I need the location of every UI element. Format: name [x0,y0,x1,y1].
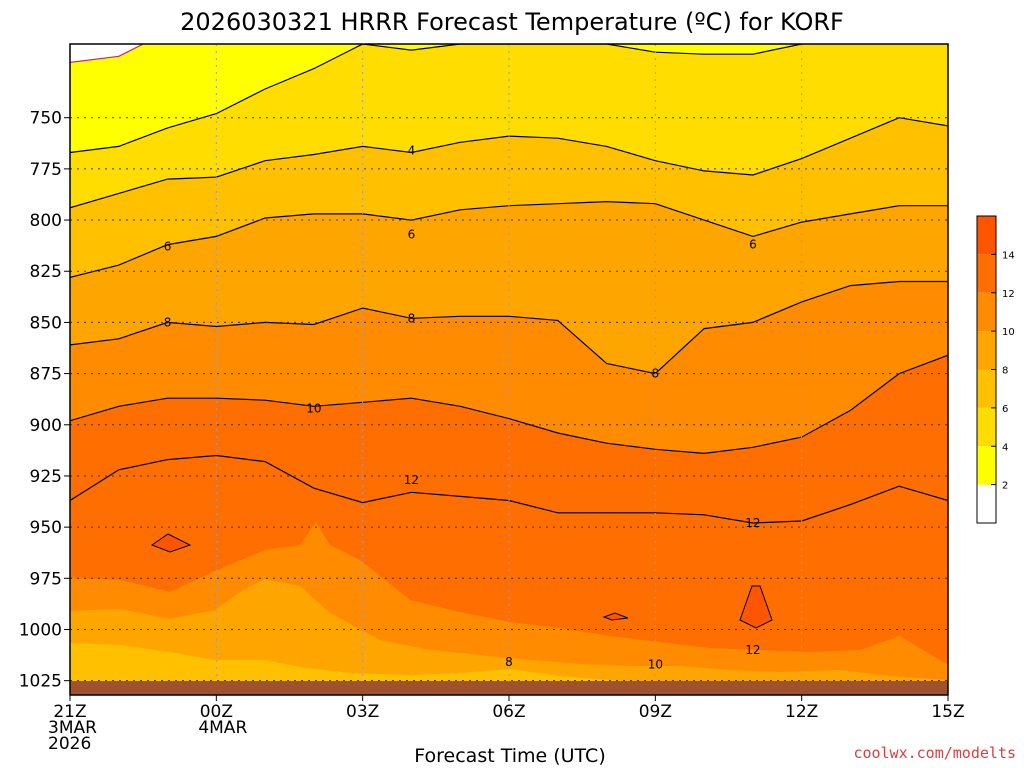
y-tick-label: 850 [30,313,62,333]
x-tick-label: 00Z [200,702,233,722]
contour-label: 10 [306,401,321,415]
x-tick-label: 2026 [48,734,91,754]
colorbar-label: 12 [1002,289,1015,300]
isotherm-4 [70,44,802,154]
y-tick-label: 1000 [19,620,62,640]
colorbar-swatch [977,292,996,332]
contour-label: 12 [745,643,760,657]
x-tick-label: 21Z [53,702,86,722]
y-tick-label: 1025 [19,672,62,692]
colorbar-swatch [977,407,996,447]
colorbar-label: 2 [1002,481,1008,492]
y-tick-label: 750 [30,109,62,129]
contour-label: 6 [749,238,757,252]
colorbar-swatch [977,254,996,293]
y-tick-label: 925 [30,467,62,487]
warm-pocket-1 [150,533,192,553]
contour-label: 8 [408,311,416,325]
band-below-2 [70,44,144,63]
isotherm-2 [70,44,144,63]
warm-pocket-3 [602,612,629,621]
colorbar-swatch [977,484,996,523]
y-tick-label: 975 [30,569,62,589]
y-tick-label: 775 [30,160,62,180]
contour-label: 6 [408,227,416,241]
colorbar-label: 10 [1002,327,1015,338]
band-below-6 [70,44,948,208]
colorbar-swatch [977,331,996,370]
x-tick-label: 3MAR [48,718,97,738]
colorbar-legend: 2 4 6 8 10 12 14 [976,215,1015,524]
contour-label: 8 [652,367,660,381]
contour-label: 8 [505,655,513,669]
y-tick-label: 875 [30,365,62,385]
isotherm-10 [70,280,948,375]
x-tick-label: 12Z [785,702,818,722]
colorbar-swatch [977,446,996,485]
x-tick-label: 4MAR [198,718,247,738]
x-tick-label: 06Z [492,702,525,722]
x-tick-label: 09Z [639,702,672,722]
y-tick-label: 950 [30,518,62,538]
contour-label: 10 [648,657,663,671]
contour-label: 12 [745,516,760,530]
x-axis-label: Forecast Time (UTC) [414,745,605,767]
contour-label: 12 [404,473,419,487]
y-tick-label: 800 [30,211,62,231]
contour-label: 4 [408,143,416,157]
colorbar-label: 4 [1002,442,1008,453]
ground-terrain [70,681,948,695]
site-credit[interactable]: coolwx.com/modelts [853,744,1016,762]
band-below-4 [70,44,802,153]
contour-label: 8 [164,315,172,329]
x-tick-label: 03Z [346,702,379,722]
chart-title: 2026030321 HRRR Forecast Temperature (ºC… [180,8,844,36]
colorbar-label: 8 [1002,366,1008,377]
y-tick-label: 825 [30,262,62,282]
colorbar-label: 14 [1002,250,1015,261]
warm-pocket-2 [739,585,773,629]
y-tick-label: 900 [30,416,62,436]
colorbar-swatch [977,216,996,255]
colorbar-swatch [977,369,996,408]
colorbar-label: 6 [1002,404,1008,415]
contour-label: 6 [164,240,172,254]
x-tick-label: 15Z [931,702,964,722]
